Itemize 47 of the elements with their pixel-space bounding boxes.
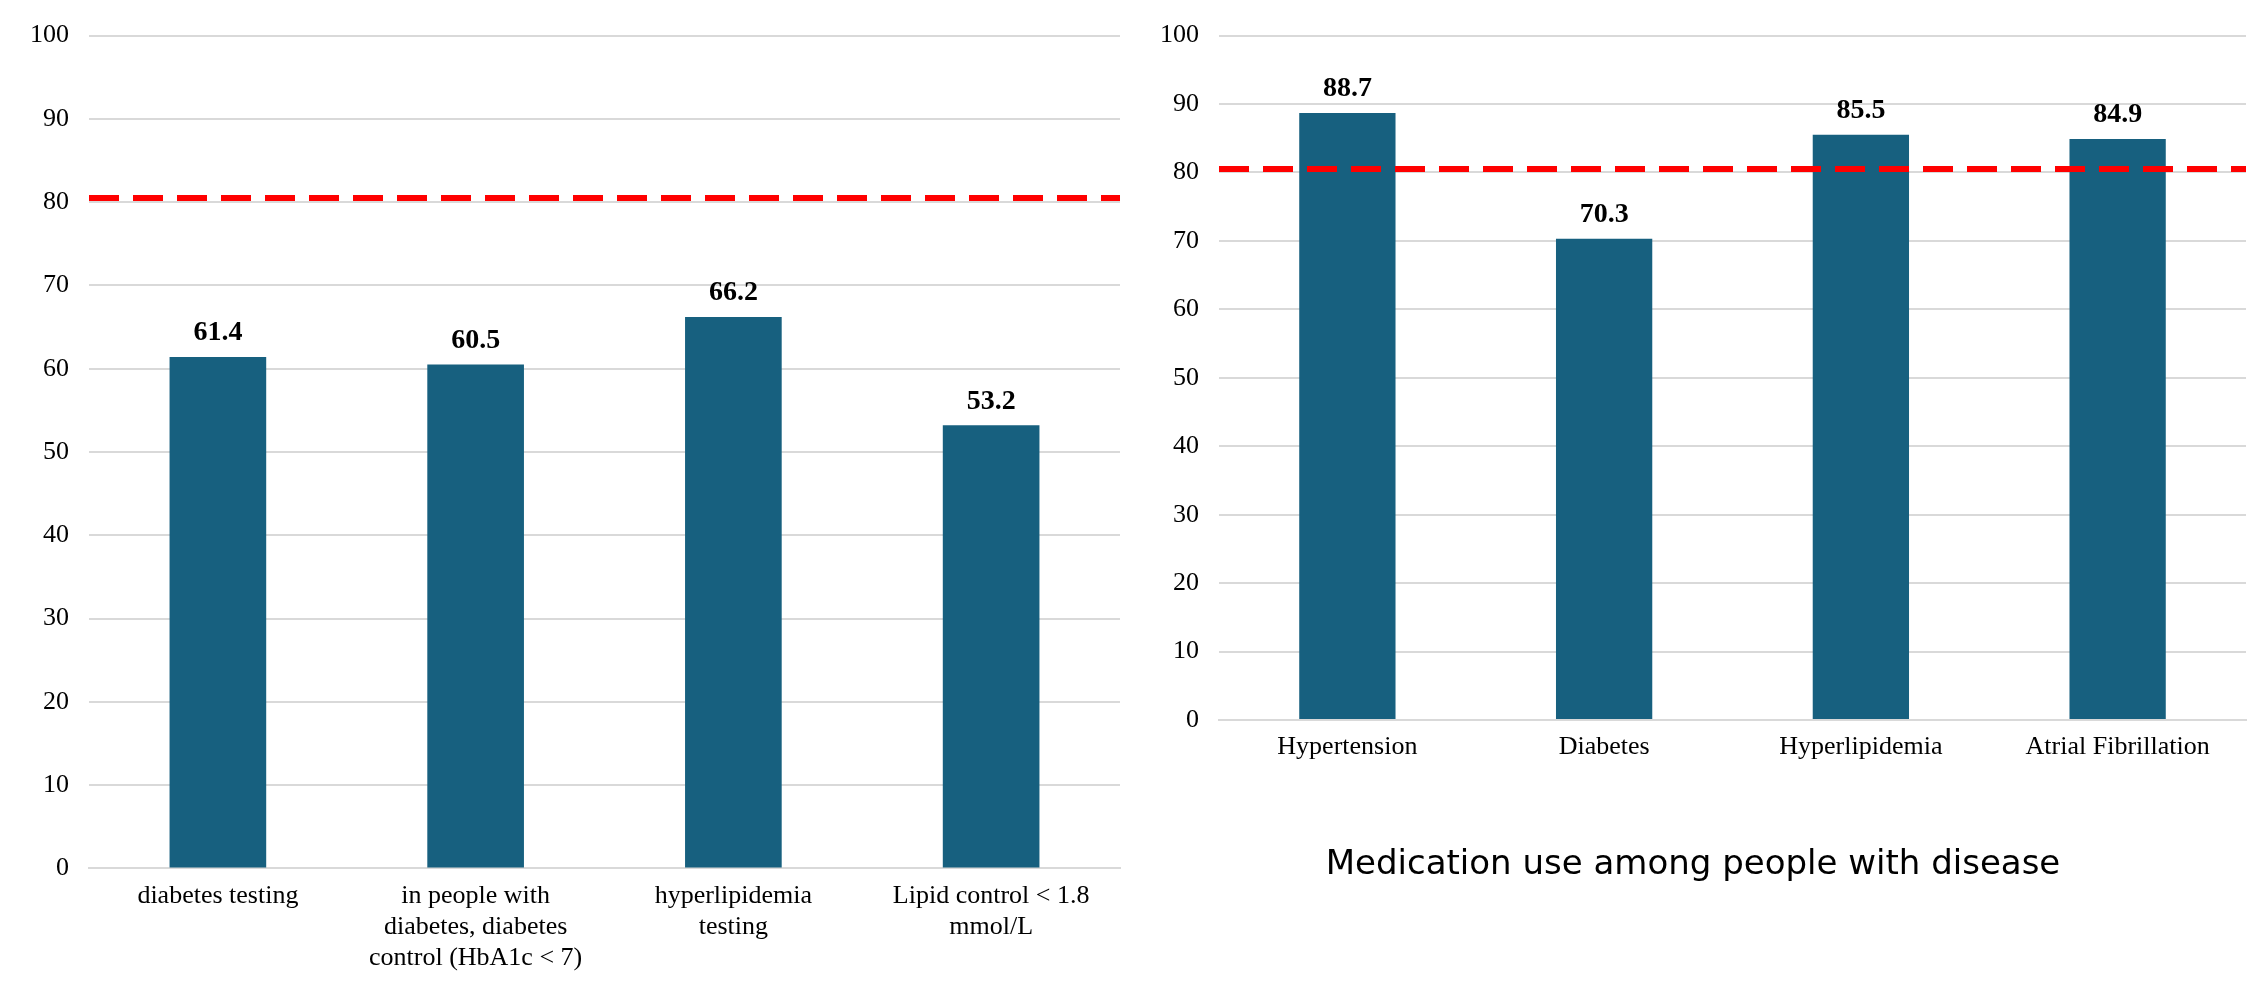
data-label: 88.7 [1322,71,1372,103]
bar [2069,138,2166,719]
x-tick-label: diabetes testing [137,879,299,909]
y-tick-label: 90 [43,102,69,132]
bar [427,364,524,868]
y-tick-label: 70 [43,269,69,299]
bar [685,317,782,868]
x-tick-label: Hypertension [1277,731,1418,761]
data-label: 60.5 [451,322,501,354]
text: Medication use among people with disease [1325,842,2061,883]
y-tick-label: 60 [1173,293,1199,323]
x-tick-label: in people with diabetes, diabetes control (HbA1c < 7) [369,879,583,972]
y-tick-label: 70 [1173,224,1199,254]
data-label: 84.9 [2093,97,2143,129]
bar [942,425,1040,868]
x-tick-label: Diabetes [1558,731,1650,761]
y-tick-label: 40 [43,519,69,549]
y-tick-label: 60 [43,352,69,382]
bar [169,357,267,868]
y-tick-label: 30 [43,602,69,632]
x-tick-label: hyperlipidemia testing [654,879,813,941]
y-tick-label: 90 [1173,87,1199,117]
data-label: 66.2 [708,275,758,307]
y-tick-label: 40 [1173,430,1199,460]
x-tick-label: Hyperlipidemia [1779,731,1943,761]
data-label: 70.3 [1579,197,1629,229]
bar [1299,112,1396,719]
x-tick-label: Lipid control < 1.8 mmol/L [892,879,1090,941]
y-tick-label: 100 [30,19,69,49]
y-tick-label: 0 [1186,703,1199,733]
bar [1555,238,1653,719]
y-tick-label: 80 [1173,156,1199,186]
x-tick-label: Atrial Fibrillation [2025,731,2210,761]
y-tick-label: 100 [1160,19,1199,49]
y-tick-label: 50 [1173,361,1199,391]
y-tick-label: 30 [1173,498,1199,528]
y-tick-label: 10 [43,768,69,798]
y-tick-label: 10 [1173,635,1199,665]
y-tick-label: 80 [43,185,69,215]
data-label: 61.4 [193,315,243,347]
y-tick-label: 50 [43,435,69,465]
data-label: 85.5 [1836,93,1886,125]
data-label: 53.2 [966,383,1016,415]
y-tick-label: 20 [1173,566,1199,596]
y-tick-label: 0 [56,852,69,882]
y-tick-label: 20 [43,685,69,715]
bar [1812,134,1910,719]
